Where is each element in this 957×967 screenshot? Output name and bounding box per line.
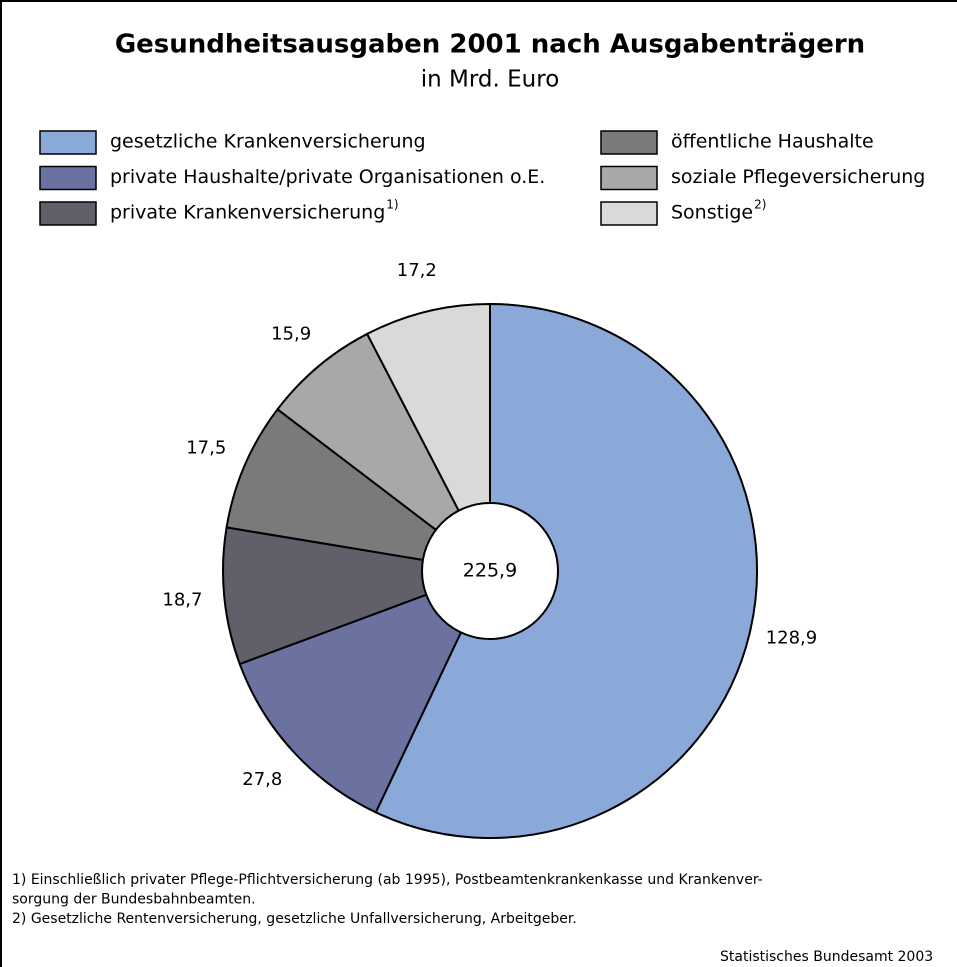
legend-note: 2) xyxy=(754,198,766,212)
total-label: 225,9 xyxy=(463,560,517,582)
data-label: 18,7 xyxy=(162,590,202,611)
legend-label: öffentliche Haushalte xyxy=(671,131,874,153)
legend-swatch xyxy=(39,201,97,226)
legend-swatch xyxy=(600,130,658,155)
legend-note: 1) xyxy=(386,198,398,212)
data-label: 128,9 xyxy=(766,628,818,649)
source: Statistisches Bundesamt 2003 xyxy=(720,949,933,965)
data-label: 17,2 xyxy=(397,260,437,281)
legend-label: gesetzliche Krankenversicherung xyxy=(110,131,426,153)
pie-slice xyxy=(276,332,491,572)
pie-slice xyxy=(374,302,758,839)
footnote: 2) Gesetzliche Rentenversicherung, geset… xyxy=(12,911,577,927)
data-label: 17,5 xyxy=(186,438,226,459)
legend-swatch xyxy=(39,130,97,155)
chart-subtitle: in Mrd. Euro xyxy=(421,67,560,93)
data-label: 15,9 xyxy=(271,324,311,345)
footnote: 1) Einschließlich privater Pflege-Pflich… xyxy=(12,872,763,888)
legend-label: private Haushalte/private Organisationen… xyxy=(110,166,545,188)
legend-swatch xyxy=(600,201,658,226)
legend-swatch xyxy=(600,165,658,191)
chart-title: Gesundheitsausgaben 2001 nach Ausgabentr… xyxy=(115,30,865,60)
pie-slice xyxy=(365,302,491,572)
legend-label: soziale Pflegeversicherung xyxy=(671,166,925,188)
pie-slice xyxy=(225,407,491,572)
legend-label: Sonstige xyxy=(671,202,753,224)
donut-hole xyxy=(421,502,559,640)
legend-label: private Krankenversicherung xyxy=(110,202,385,224)
legend-swatch xyxy=(39,165,97,191)
footnote: sorgung der Bundesbahnbeamten. xyxy=(12,892,256,908)
pie-slice xyxy=(238,569,492,814)
data-label: 27,8 xyxy=(242,769,282,790)
